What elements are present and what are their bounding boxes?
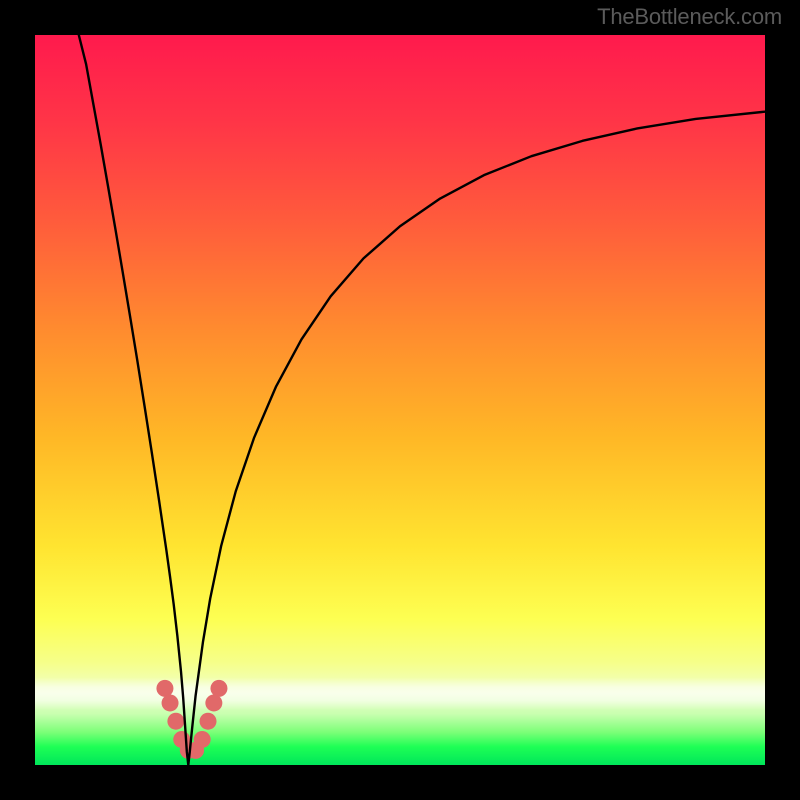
bottleneck-curve: [79, 35, 765, 765]
bottom-marker: [156, 680, 173, 697]
bottom-marker: [200, 713, 217, 730]
bottom-marker: [162, 694, 179, 711]
plot-area: [35, 35, 765, 765]
curve-layer: [35, 35, 765, 765]
bottom-marker: [194, 731, 211, 748]
bottom-marker: [205, 694, 222, 711]
bottom-marker: [210, 680, 227, 697]
bottom-marker: [167, 713, 184, 730]
chart-container: TheBottleneck.com: [0, 0, 800, 800]
watermark-text: TheBottleneck.com: [597, 4, 782, 30]
